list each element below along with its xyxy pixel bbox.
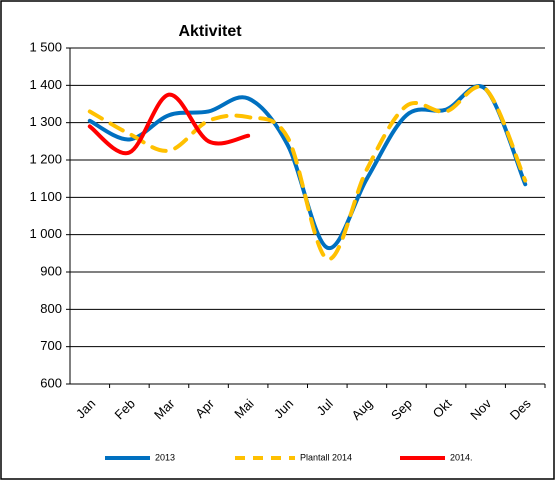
y-tick-label: 700 <box>40 338 62 353</box>
y-tick-label: 900 <box>40 263 62 278</box>
y-tick-label: 1 500 <box>29 39 62 54</box>
y-tick-label: 800 <box>40 301 62 316</box>
y-tick-label: 600 <box>40 375 62 390</box>
y-tick-label: 1 400 <box>29 77 62 92</box>
y-tick-label: 1 200 <box>29 151 62 166</box>
y-tick-label: 1 300 <box>29 114 62 129</box>
legend-label: 2014. <box>450 452 473 462</box>
series-line <box>87 84 528 261</box>
y-tick-label: 1 000 <box>29 226 62 241</box>
series-line <box>87 92 251 156</box>
y-tick-label: 1 100 <box>29 189 62 204</box>
legend-label: Plantall 2014 <box>300 452 352 462</box>
chart-title: Aktivitet <box>178 23 242 40</box>
legend-label: 2013 <box>155 452 175 462</box>
